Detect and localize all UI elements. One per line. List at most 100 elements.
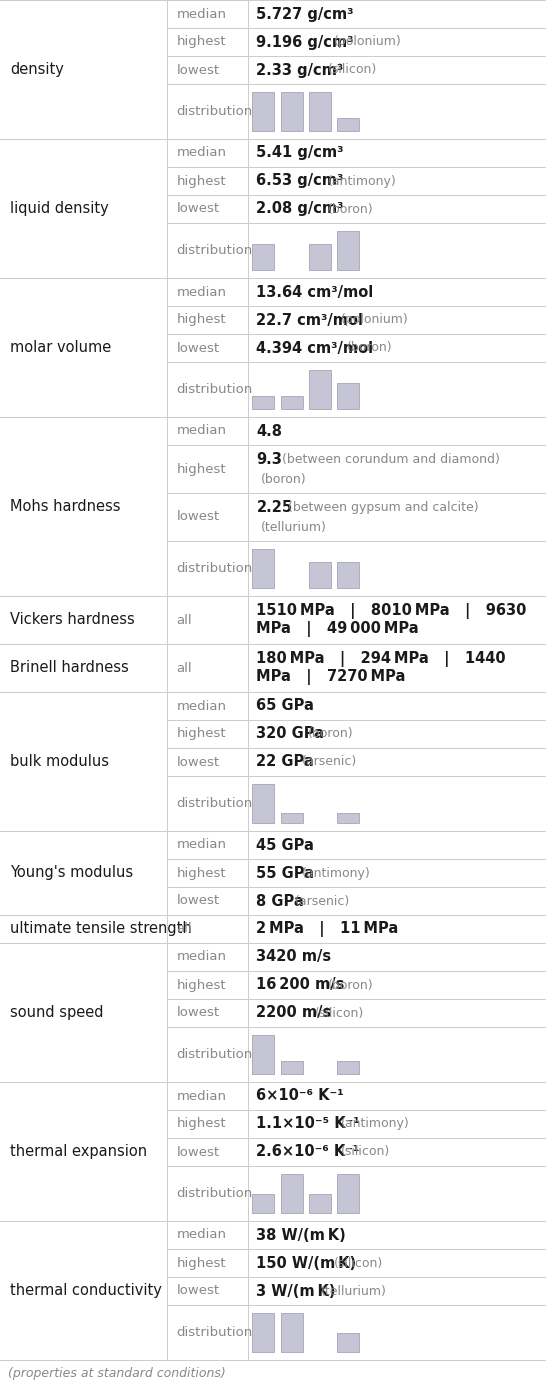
Text: liquid density: liquid density xyxy=(10,202,109,215)
Text: distribution: distribution xyxy=(176,796,253,810)
Text: median: median xyxy=(176,1229,227,1241)
Text: (boron): (boron) xyxy=(328,203,373,215)
Text: 2.6×10⁻⁶ K⁻¹: 2.6×10⁻⁶ K⁻¹ xyxy=(257,1144,360,1159)
Text: (arsenic): (arsenic) xyxy=(301,756,357,769)
Text: median: median xyxy=(176,146,227,160)
Text: 4.394 cm³/mol: 4.394 cm³/mol xyxy=(257,341,373,356)
Text: (tellurium): (tellurium) xyxy=(321,1284,387,1297)
Text: 320 GPa: 320 GPa xyxy=(257,727,324,741)
Text: 150 W/(m K): 150 W/(m K) xyxy=(257,1255,357,1270)
Bar xyxy=(281,1314,302,1352)
Text: median: median xyxy=(176,7,227,21)
Bar xyxy=(309,1194,331,1213)
Text: distribution: distribution xyxy=(176,1326,253,1339)
Text: highest: highest xyxy=(176,979,226,991)
Text: 22 GPa: 22 GPa xyxy=(257,755,314,770)
Text: (properties at standard conditions): (properties at standard conditions) xyxy=(8,1368,225,1380)
Text: Mohs hardness: Mohs hardness xyxy=(10,499,121,514)
Text: 2.25: 2.25 xyxy=(257,500,293,514)
Text: median: median xyxy=(176,838,227,852)
Bar xyxy=(252,245,275,270)
Text: median: median xyxy=(176,285,227,299)
Text: median: median xyxy=(176,951,227,963)
Bar xyxy=(337,1175,359,1213)
Text: lowest: lowest xyxy=(176,1145,219,1158)
Text: (boron): (boron) xyxy=(260,473,306,486)
Text: 65 GPa: 65 GPa xyxy=(257,699,314,713)
Text: distribution: distribution xyxy=(176,1048,253,1061)
Text: (polonium): (polonium) xyxy=(341,314,408,327)
Text: (between gypsum and calcite): (between gypsum and calcite) xyxy=(288,500,479,514)
Text: 13.64 cm³/mol: 13.64 cm³/mol xyxy=(257,285,373,299)
Text: distribution: distribution xyxy=(176,384,253,396)
Bar xyxy=(309,92,331,131)
Text: 1510 MPa   |   8010 MPa   |   9630: 1510 MPa | 8010 MPa | 9630 xyxy=(257,603,527,620)
Bar xyxy=(252,92,275,131)
Text: MPa   |   49 000 MPa: MPa | 49 000 MPa xyxy=(257,621,419,637)
Text: 2 MPa   |   11 MPa: 2 MPa | 11 MPa xyxy=(257,922,399,937)
Text: distribution: distribution xyxy=(176,562,253,575)
Bar xyxy=(281,813,302,823)
Text: sound speed: sound speed xyxy=(10,1005,104,1020)
Text: 5.41 g/cm³: 5.41 g/cm³ xyxy=(257,146,344,160)
Text: 55 GPa: 55 GPa xyxy=(257,866,314,880)
Bar xyxy=(252,1314,275,1352)
Text: (boron): (boron) xyxy=(328,979,373,991)
Text: 6.53 g/cm³: 6.53 g/cm³ xyxy=(257,174,344,189)
Text: 9.3: 9.3 xyxy=(257,452,282,467)
Bar xyxy=(252,1036,275,1074)
Text: highest: highest xyxy=(176,727,226,741)
Text: 1.1×10⁻⁵ K⁻¹: 1.1×10⁻⁵ K⁻¹ xyxy=(257,1116,360,1131)
Text: lowest: lowest xyxy=(176,1284,219,1297)
Text: lowest: lowest xyxy=(176,203,219,215)
Bar xyxy=(281,1061,302,1074)
Text: (arsenic): (arsenic) xyxy=(295,895,350,908)
Text: highest: highest xyxy=(176,866,226,880)
Text: thermal conductivity: thermal conductivity xyxy=(10,1283,162,1298)
Text: distribution: distribution xyxy=(176,1187,253,1200)
Bar xyxy=(252,1194,275,1213)
Bar xyxy=(281,396,302,409)
Text: molar volume: molar volume xyxy=(10,341,111,354)
Text: lowest: lowest xyxy=(176,510,219,524)
Text: all: all xyxy=(176,613,192,627)
Text: distribution: distribution xyxy=(176,106,253,118)
Text: highest: highest xyxy=(176,314,226,327)
Text: Young's modulus: Young's modulus xyxy=(10,866,133,880)
Text: 16 200 m/s: 16 200 m/s xyxy=(257,977,345,992)
Text: (polonium): (polonium) xyxy=(334,36,402,49)
Bar xyxy=(337,562,359,588)
Text: Vickers hardness: Vickers hardness xyxy=(10,613,135,627)
Text: 9.196 g/cm³: 9.196 g/cm³ xyxy=(257,35,354,50)
Text: highest: highest xyxy=(176,175,226,188)
Text: highest: highest xyxy=(176,1257,226,1269)
Text: 3420 m/s: 3420 m/s xyxy=(257,949,331,965)
Text: 2.08 g/cm³: 2.08 g/cm³ xyxy=(257,202,344,217)
Bar xyxy=(252,549,275,588)
Text: 3 W/(m K): 3 W/(m K) xyxy=(257,1283,336,1298)
Text: median: median xyxy=(176,699,227,713)
Bar xyxy=(337,231,359,270)
Text: all: all xyxy=(176,923,192,935)
Bar xyxy=(337,1061,359,1074)
Text: lowest: lowest xyxy=(176,342,219,354)
Bar xyxy=(309,562,331,588)
Text: thermal expansion: thermal expansion xyxy=(10,1144,147,1159)
Bar xyxy=(252,784,275,823)
Text: highest: highest xyxy=(176,36,226,49)
Bar xyxy=(337,384,359,409)
Text: 4.8: 4.8 xyxy=(257,424,282,438)
Bar xyxy=(281,92,302,131)
Text: 38 W/(m K): 38 W/(m K) xyxy=(257,1227,346,1243)
Bar xyxy=(337,1333,359,1352)
Text: lowest: lowest xyxy=(176,1006,219,1019)
Text: bulk modulus: bulk modulus xyxy=(10,753,109,769)
Text: 180 MPa   |   294 MPa   |   1440: 180 MPa | 294 MPa | 1440 xyxy=(257,652,506,667)
Bar xyxy=(337,813,359,823)
Text: lowest: lowest xyxy=(176,756,219,769)
Text: (boron): (boron) xyxy=(308,727,354,741)
Text: (between corundum and diamond): (between corundum and diamond) xyxy=(282,453,500,466)
Text: highest: highest xyxy=(176,463,226,475)
Text: (silicon): (silicon) xyxy=(328,64,377,76)
Text: (silicon): (silicon) xyxy=(341,1145,390,1158)
